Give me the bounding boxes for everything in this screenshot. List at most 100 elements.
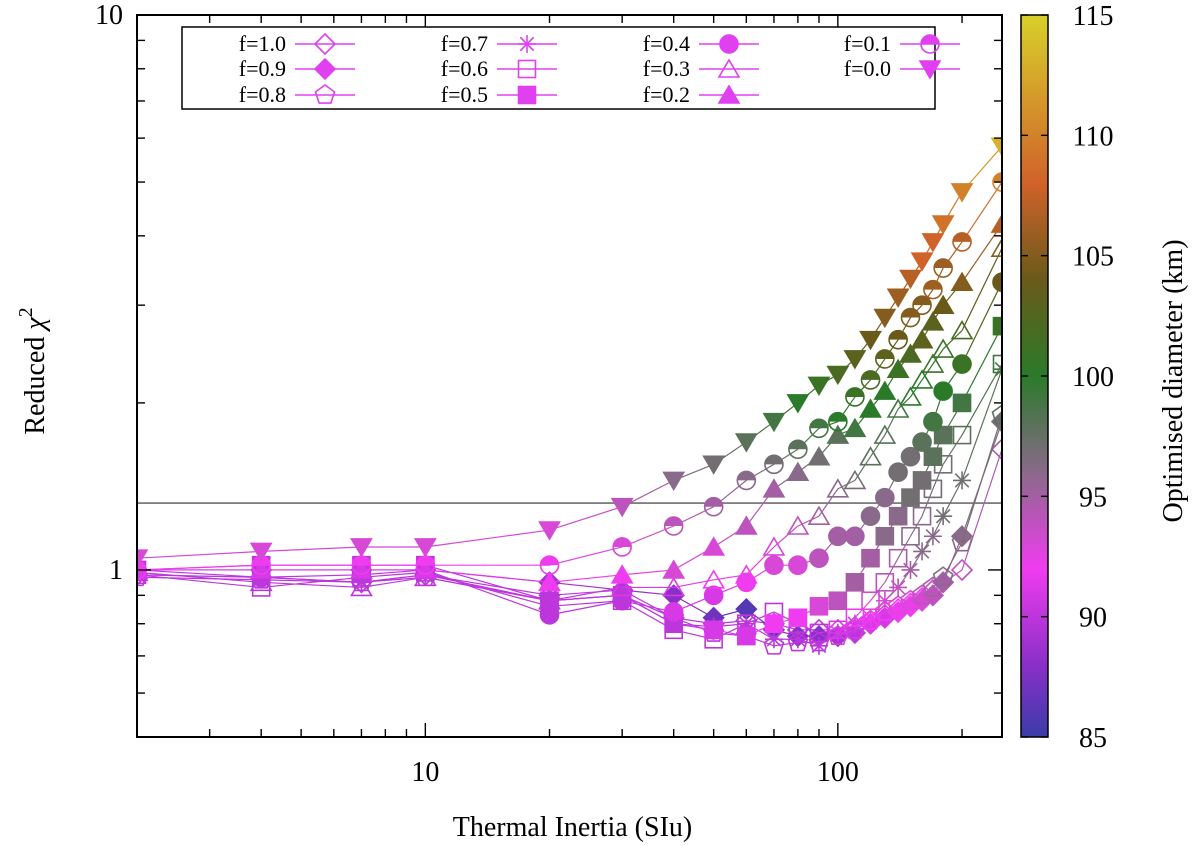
series-line-segment	[261, 576, 362, 589]
data-point	[901, 526, 920, 546]
data-point	[538, 521, 561, 541]
data-point	[702, 536, 726, 556]
series-line-segment	[746, 623, 775, 640]
series-line-segment	[549, 546, 623, 566]
data-point	[809, 596, 829, 616]
data-point	[350, 559, 373, 579]
data-point	[809, 418, 829, 439]
data-point	[845, 608, 865, 628]
series-line-segment	[137, 569, 262, 578]
colorbar-tick-label: 115	[1073, 1, 1114, 32]
data-point	[953, 471, 972, 490]
data-point	[901, 560, 920, 579]
data-point	[762, 478, 786, 498]
data-point	[413, 559, 437, 579]
series-line-segment	[961, 223, 1002, 283]
data-point	[899, 386, 922, 406]
data-point	[923, 411, 943, 432]
data-point	[952, 393, 972, 413]
series-line-segment	[425, 569, 550, 616]
colorbar: 85 90 95 100 105 110 115 Optimised diameter (km…	[1020, 1, 1189, 754]
data-point	[952, 425, 972, 445]
data-point	[889, 578, 908, 597]
data-point	[413, 538, 437, 558]
legend-marker	[517, 85, 537, 105]
data-point	[859, 398, 882, 418]
data-point	[734, 564, 758, 584]
series-line-segment	[746, 611, 775, 625]
data-point	[762, 536, 786, 556]
series-line-segment	[137, 550, 262, 559]
legend-label: f=0.4	[643, 31, 690, 56]
series-f=0.2	[137, 213, 1002, 592]
series-line-segment	[137, 576, 262, 581]
data-point	[610, 564, 634, 584]
data-point	[786, 461, 810, 482]
plot-frame	[136, 14, 1003, 738]
data-point	[662, 471, 686, 491]
data-point	[910, 329, 934, 349]
legend-marker	[517, 59, 537, 79]
legend-label: f=0.0	[844, 56, 891, 81]
y-tick-label: 10	[95, 0, 123, 31]
data-point	[249, 571, 273, 592]
data-point	[950, 525, 974, 548]
data-point	[704, 620, 723, 640]
data-point	[912, 506, 932, 526]
data-point	[843, 350, 867, 370]
series-line-segment	[425, 576, 550, 602]
series-line-segment	[361, 574, 426, 583]
data-point	[734, 515, 758, 535]
legend-marker	[313, 57, 337, 81]
data-point	[990, 213, 1002, 233]
data-point	[886, 398, 910, 418]
series-line-segment	[961, 247, 1002, 331]
data-point	[843, 469, 867, 490]
legend-marker	[314, 84, 336, 104]
data-point	[538, 571, 561, 592]
x-tick-label: 100	[817, 757, 859, 788]
legend-item: f=0.1	[844, 31, 960, 56]
data-point	[828, 526, 848, 547]
data-point	[787, 631, 809, 652]
series-line-segment	[137, 574, 262, 578]
data-point	[875, 526, 895, 546]
data-point	[826, 424, 850, 444]
series-line-segment	[932, 515, 944, 537]
legend-label: f=0.9	[239, 56, 286, 81]
colorbar-tick-label: 105	[1072, 242, 1114, 273]
data-point	[923, 447, 943, 466]
series-line-segment	[261, 581, 362, 589]
series-line-segment	[797, 638, 820, 647]
data-point	[992, 354, 1002, 374]
data-point	[843, 417, 867, 438]
data-point	[932, 566, 954, 587]
series-line-segment	[884, 605, 899, 613]
y-axis-title-symbol: χ	[20, 317, 51, 333]
data-point	[992, 172, 1002, 192]
series-f=0.1	[137, 172, 1002, 580]
data-point	[875, 573, 895, 592]
data-point	[807, 446, 831, 466]
data-point	[900, 589, 921, 610]
data-point	[886, 358, 910, 379]
data-point	[736, 470, 757, 491]
data-point	[911, 584, 933, 605]
data-point	[788, 555, 808, 575]
data-point	[875, 487, 895, 508]
data-point	[861, 591, 880, 611]
data-point	[764, 454, 784, 475]
data-point	[786, 515, 810, 535]
data-point	[873, 424, 897, 444]
data-point	[763, 634, 785, 655]
series-line-segment	[961, 449, 1002, 571]
data-point	[932, 571, 955, 594]
legend-label: f=0.3	[643, 56, 690, 81]
data-point	[807, 505, 831, 525]
data-point	[921, 233, 945, 253]
data-point	[950, 183, 974, 203]
legend-item: f=0.6	[441, 56, 557, 81]
data-point	[828, 623, 847, 642]
data-point	[845, 573, 865, 592]
data-point	[931, 215, 955, 235]
